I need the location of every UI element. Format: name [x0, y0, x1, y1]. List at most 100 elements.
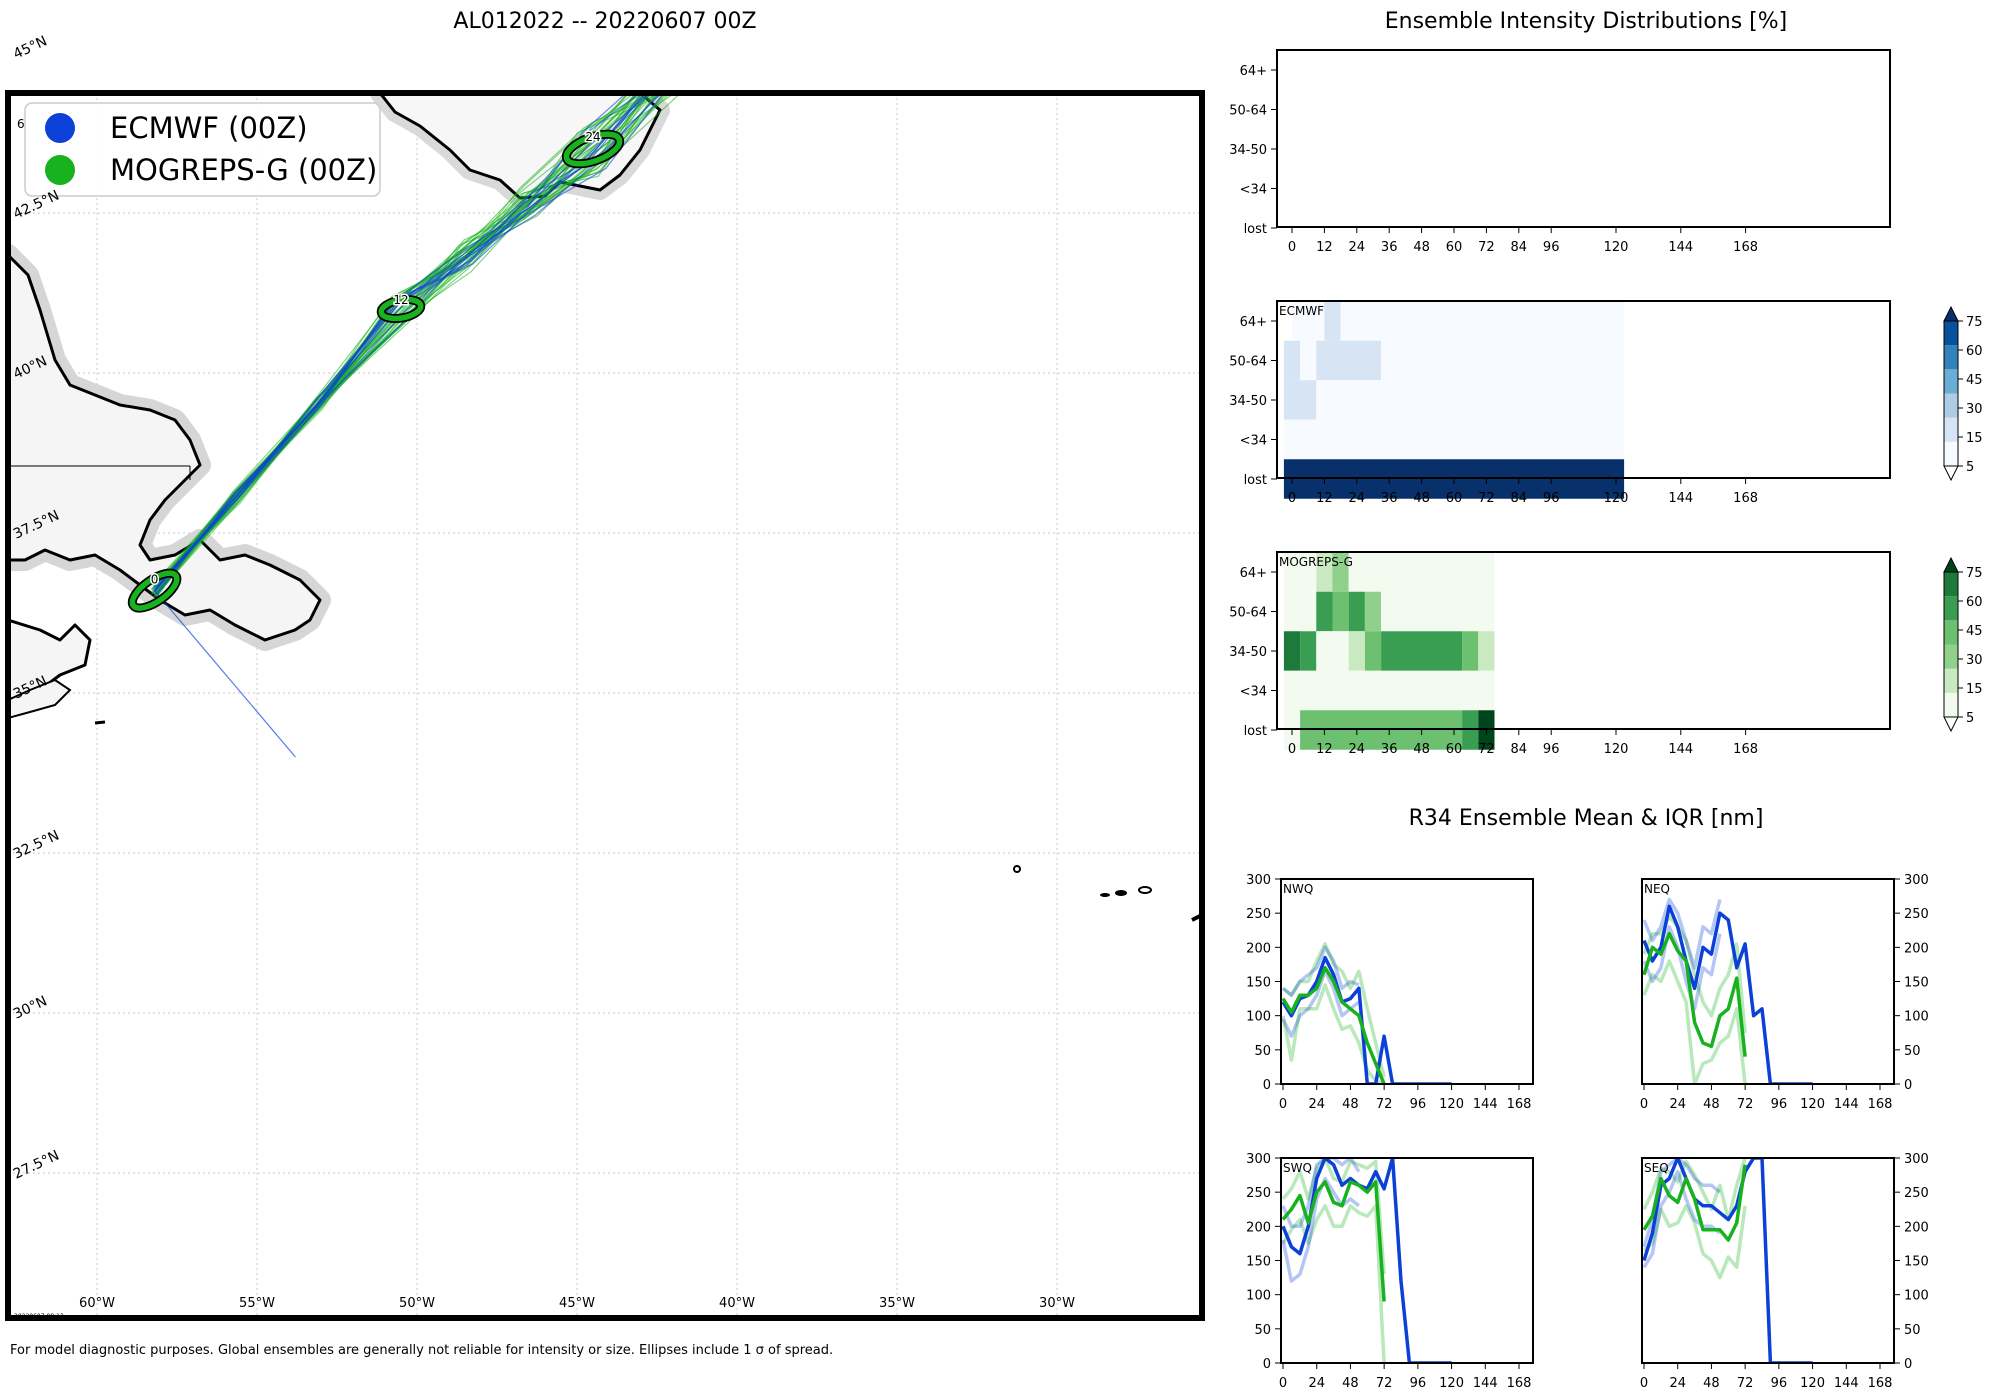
r34-x-label: 120: [1800, 1376, 1825, 1391]
intensity-cell: [1283, 380, 1317, 420]
r34-y-label: 0: [1263, 1357, 1271, 1372]
r34-y-label: 50: [1904, 1044, 1921, 1059]
legend-ecmwf-marker: [45, 113, 75, 143]
intensity-panel-label: MOGREPS-G: [1279, 555, 1353, 569]
intensity-row-label: 64+: [1240, 315, 1267, 330]
r34-panel-label: SWQ: [1283, 1161, 1312, 1175]
colorbar-segment: [1944, 369, 1958, 394]
intensity-cell: [1283, 591, 1317, 632]
mogreps-iqr-line: [1642, 914, 1747, 1033]
intensity-x-label: 144: [1668, 742, 1693, 757]
intensity-x-label: 36: [1381, 240, 1398, 255]
r34-x-label: 168: [1507, 1376, 1532, 1391]
intensity-cell: [1316, 380, 1625, 420]
intensity-x-label: 84: [1511, 240, 1528, 255]
colorbar-extend-top: [1943, 556, 1959, 573]
r34-x-label: 120: [1800, 1097, 1825, 1112]
r34-x-label: 24: [1308, 1376, 1325, 1391]
intensity-x-label: 60: [1446, 742, 1463, 757]
ensemble-track: [150, 93, 677, 591]
r34-title: R34 Ensemble Mean & IQR [nm]: [1409, 806, 1764, 831]
r34-y-label: 250: [1246, 907, 1271, 922]
r34-panel-neq: NEQ 0 50 100 150 200 250 300 0 24 48 72 96 120 144 168: [1640, 873, 1929, 1112]
longitude-labels: 60°W 55°W 50°W 45°W 40°W 35°W 30°W: [79, 1296, 1075, 1311]
intensity-x-label: 96: [1543, 240, 1560, 255]
intensity-cell: [1364, 591, 1382, 632]
intensity-cell: [1348, 552, 1495, 592]
r34-y-label: 150: [1904, 1255, 1929, 1270]
intensity-panel: MOGREPS-G 64+ 50-64 34-50 <34 lost 0 12 24 36 48 60…: [1229, 551, 1983, 757]
intensity-x-label: 72: [1478, 742, 1495, 757]
colorbar-label: 75: [1966, 315, 1983, 330]
colorbar-segment: [1944, 692, 1958, 717]
intensity-panel: 64+ 50-64 34-50 <34 lost 0 12 24 36 48 60 72 84 96 120…: [1229, 49, 1891, 255]
ensemble-track: [154, 93, 665, 595]
intensity-row-label: lost: [1244, 222, 1267, 237]
r34-y-label: 100: [1904, 1010, 1929, 1025]
r34-x-label: 24: [1669, 1376, 1686, 1391]
ensemble-track: [156, 93, 663, 595]
intensity-x-label: 12: [1316, 742, 1333, 757]
r34-y-label: 100: [1246, 1289, 1271, 1304]
intensity-row-label: 64+: [1240, 566, 1267, 581]
intensity-cell: [1300, 340, 1317, 381]
legend-ecmwf-label: ECMWF (00Z): [110, 111, 308, 145]
ellipse-hour-label: 0: [151, 573, 159, 587]
colorbar-extend-bottom: [1943, 716, 1959, 733]
r34-y-label: 0: [1263, 1078, 1271, 1093]
intensity-cell: [1316, 552, 1333, 592]
r34-y-label: 0: [1904, 1078, 1912, 1093]
ensemble-track: [157, 93, 658, 588]
intensity-cell: [1332, 552, 1349, 592]
r34-x-label: 144: [1834, 1376, 1859, 1391]
r34-y-label: 200: [1904, 941, 1929, 956]
ensemble-track: [152, 93, 656, 586]
intensity-x-label: 72: [1478, 491, 1495, 506]
r34-y-label: 150: [1246, 976, 1271, 991]
intensity-cell: [1300, 631, 1317, 671]
lon-label: 60°W: [79, 1296, 115, 1311]
r34-plot-area: [1281, 942, 1452, 1084]
intensity-x-label: 168: [1733, 491, 1758, 506]
r34-x-label: 144: [1834, 1097, 1859, 1112]
r34-y-label: 200: [1904, 1220, 1929, 1235]
r34-y-label: 50: [1904, 1323, 1921, 1338]
ensemble-track: [152, 93, 668, 589]
intensity-cell: [1283, 552, 1317, 592]
r34-panel-label: NEQ: [1644, 882, 1670, 896]
r34-panel-nwq: NWQ 0 50 100 150 200 250 300 0 24 48 72 96 120 144 168: [1246, 873, 1534, 1112]
colorbar-label: 15: [1966, 682, 1983, 697]
mogreps-iqr-line: [1642, 1204, 1747, 1280]
colorbar-segment: [1944, 321, 1958, 346]
r34-y-label: 250: [1246, 1186, 1271, 1201]
r34-x-label: 48: [1342, 1097, 1359, 1112]
lat-label: 6: [17, 117, 25, 131]
intensity-x-label: 0: [1288, 491, 1296, 506]
intensity-x-label: 120: [1604, 742, 1629, 757]
ensemble-track: [150, 93, 649, 593]
colorbar-label: 45: [1966, 624, 1983, 639]
lat-label: 45°N: [11, 33, 50, 62]
r34-x-label: 48: [1703, 1376, 1720, 1391]
mogreps-iqr-line: [1281, 1204, 1386, 1363]
intensity-x-label: 24: [1349, 491, 1366, 506]
r34-y-label: 200: [1246, 1220, 1271, 1235]
intensity-row-label: 50-64: [1229, 104, 1267, 119]
intensity-x-label: 12: [1316, 491, 1333, 506]
ecmwf-iqr-line: [1642, 925, 1722, 1011]
intensity-x-label: 72: [1478, 240, 1495, 255]
intensity-x-label: 48: [1413, 240, 1430, 255]
map-legend: ECMWF (00Z) MOGREPS-G (00Z): [24, 102, 381, 197]
intensity-x-label: 144: [1668, 240, 1693, 255]
colorbar-label: 30: [1966, 653, 1983, 668]
r34-panel-label: SEQ: [1644, 1161, 1669, 1175]
r34-x-label: 24: [1308, 1097, 1325, 1112]
intensity-x-label: 168: [1733, 240, 1758, 255]
intensity-x-label: 24: [1349, 240, 1366, 255]
spread-ellipse: [563, 131, 623, 167]
ellipse-hour-label: 24: [585, 130, 600, 144]
intensity-panel: ECMWF 64+ 50-64 34-50 <34 lost 0 12 24 36 48 60 72 84…: [1229, 300, 1983, 506]
colorbar-label: 15: [1966, 431, 1983, 446]
mogreps-mean-line: [1281, 966, 1386, 1084]
